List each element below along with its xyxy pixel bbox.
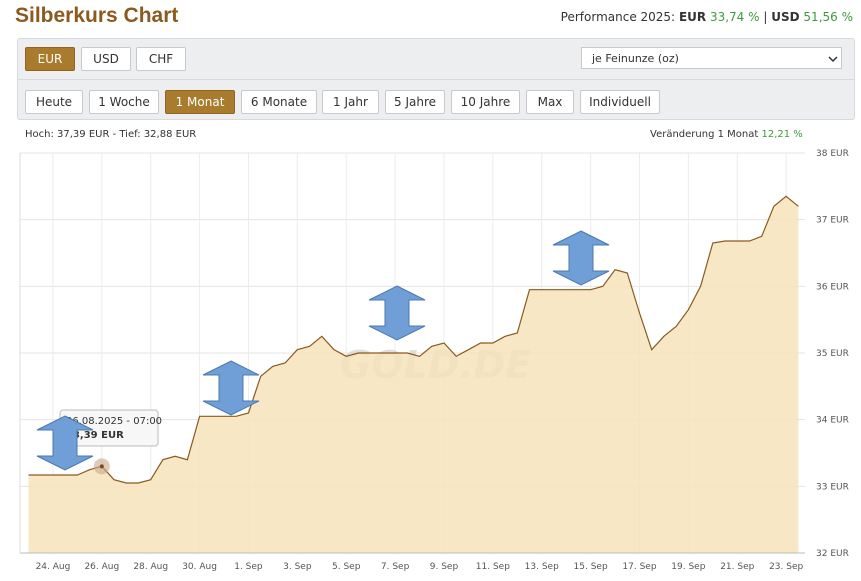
x-tick-label: 1. Sep — [234, 562, 263, 572]
x-tick-label: 3. Sep — [283, 562, 312, 572]
y-tick-label: 34 EUR — [816, 416, 849, 426]
plot-area — [20, 153, 805, 553]
y-tick-label: 38 EUR — [816, 149, 849, 159]
usd-value: 51,56 % — [803, 10, 853, 24]
control-panel: je Feinunze (oz) EUR USD CHF Heute 1 Woche 1 … — [17, 38, 855, 120]
eur-value: 33,74 % — [709, 10, 760, 24]
dropdown-icon — [828, 56, 838, 63]
x-tick-label: 5. Sep — [332, 562, 361, 572]
x-tick-label: 19. Sep — [671, 562, 705, 572]
change-value: 12,21 % — [761, 129, 803, 140]
tooltip-box — [59, 409, 159, 447]
change: Veränderung 1 Monat 12,21 % — [650, 129, 803, 140]
y-tick-label: 32 EUR — [816, 549, 849, 559]
range-button[interactable]: Individuell — [580, 90, 660, 114]
y-tick-label: 36 EUR — [816, 282, 849, 292]
annotation-arrow — [36, 415, 94, 471]
annotation-arrow — [202, 360, 260, 416]
unit-select[interactable]: je Feinunze (oz) — [581, 47, 842, 69]
x-tick-label: 26. Aug — [84, 562, 119, 572]
range-button[interactable]: 1 Woche — [89, 90, 159, 114]
x-tick-label: 9. Sep — [430, 562, 459, 572]
x-tick-label: 13. Sep — [525, 562, 559, 572]
y-tick-label: 37 EUR — [816, 216, 849, 226]
x-tick-label: 11. Sep — [476, 562, 510, 572]
x-tick-label: 30. Aug — [182, 562, 217, 572]
x-tick-label: 21. Sep — [720, 562, 754, 572]
currency-button[interactable]: USD — [81, 47, 131, 71]
page-title: Silberkurs Chart — [15, 4, 179, 27]
range-button[interactable]: 6 Monate — [241, 90, 317, 114]
range-button[interactable]: 1 Monat — [165, 90, 235, 114]
currency-button[interactable]: EUR — [25, 47, 75, 71]
currency-button[interactable]: CHF — [136, 47, 186, 71]
y-tick-label: 35 EUR — [816, 349, 849, 359]
x-tick-label: 17. Sep — [622, 562, 656, 572]
range-button[interactable]: 5 Jahre — [385, 90, 445, 114]
area — [28, 196, 799, 554]
range-button[interactable]: 10 Jahre — [451, 90, 520, 114]
unit-select-text: je Feinunze (oz) — [592, 52, 679, 65]
annotation-arrow — [552, 230, 610, 286]
separator: | — [763, 10, 768, 24]
annotation-arrow — [368, 285, 426, 341]
x-tick-label: 15. Sep — [574, 562, 608, 572]
x-tick-label: 23. Sep — [769, 562, 803, 572]
range-button[interactable]: Heute — [25, 90, 83, 114]
range-button[interactable]: Max — [526, 90, 574, 114]
high-low: Hoch: 37,39 EUR - Tief: 32,88 EUR — [25, 129, 197, 140]
performance: Performance 2025: EUR 33,74 % | USD 51,5… — [561, 10, 853, 24]
hover-point — [99, 464, 104, 469]
x-tick-label: 28. Aug — [133, 562, 168, 572]
performance-label: Performance 2025: — [560, 10, 676, 24]
eur-label: EUR — [678, 10, 707, 24]
hover-halo — [93, 458, 110, 475]
change-label: Veränderung 1 Monat — [650, 129, 759, 140]
watermark: GOLD.DE — [340, 343, 531, 387]
tooltip-value: 33,39 EUR — [66, 430, 124, 441]
y-tick-label: 33 EUR — [816, 482, 849, 492]
tooltip-date: 26.08.2025 - 07:00 — [66, 416, 162, 427]
divider — [18, 79, 854, 80]
line — [28, 195, 799, 484]
range-button[interactable]: 1 Jahr — [322, 90, 379, 114]
x-tick-label: 7. Sep — [381, 562, 410, 572]
usd-label: USD — [771, 10, 800, 24]
x-tick-label: 24. Aug — [36, 562, 71, 572]
